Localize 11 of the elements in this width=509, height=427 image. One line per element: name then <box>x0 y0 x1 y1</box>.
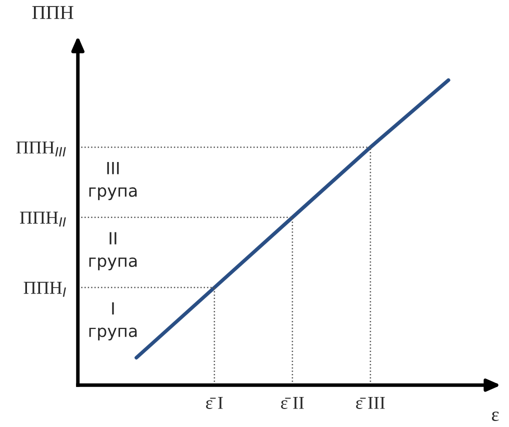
x-tick-label: ε̄ III <box>356 396 385 409</box>
ref-line-label: ППН$_{III}$ <box>16 142 66 156</box>
ref-line-label: ППН$_{II}$ <box>20 212 66 227</box>
annotation: II група <box>89 232 137 270</box>
ref-line-label: ППН$_{I}$ <box>24 282 66 297</box>
x-tick-label: ε̄ II <box>281 396 304 409</box>
x-axis-title: ε <box>492 412 499 422</box>
y-axis-title: ППН <box>32 6 74 19</box>
annotation: I група <box>89 302 137 340</box>
annotation: III група <box>89 162 137 200</box>
x-tick-label: ε̄ I <box>206 396 223 409</box>
